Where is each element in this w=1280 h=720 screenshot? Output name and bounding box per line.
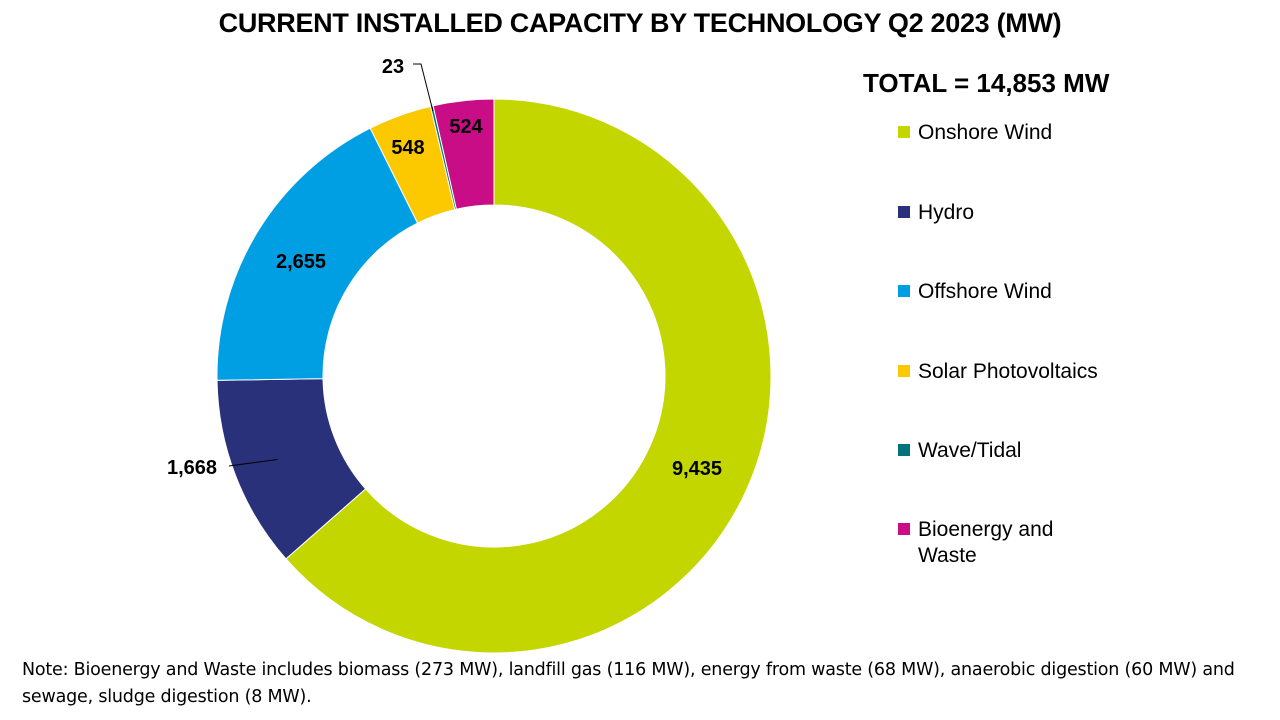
data-label-offshore-wind: 2,655 [276, 251, 326, 273]
slice-onshore-wind [285, 98, 772, 654]
legend-swatch-wave-tidal [898, 444, 910, 456]
legend-swatch-solar-photovoltaics [898, 365, 910, 377]
total-label: TOTAL = 14,853 MW [863, 68, 1110, 98]
chart-title: CURRENT INSTALLED CAPACITY BY TECHNOLOGY… [218, 8, 1062, 38]
footnote: Note: Bioenergy and Waste includes bioma… [22, 660, 1235, 707]
slice-bioenergy-and-waste [432, 98, 495, 210]
leader-line-wave-tidal [413, 63, 434, 112]
legend-swatch-hydro [898, 206, 910, 218]
data-label-bioenergy-and-waste: 524 [449, 116, 483, 138]
legend-label-offshore-wind: Offshore Wind [918, 280, 1052, 303]
legend-label-hydro: Hydro [918, 201, 975, 224]
data-label-onshore-wind: 9,435 [672, 458, 722, 480]
legend-swatch-onshore-wind [898, 126, 910, 138]
leader-line-hydro [228, 459, 278, 467]
slice-offshore-wind [216, 127, 419, 381]
data-label-wave-tidal: 23 [382, 56, 404, 78]
legend-label-solar-photovoltaics: Solar Photovoltaics [918, 360, 1098, 383]
donut-chart: 9,435 1,668 2,655 548 23 524 [167, 56, 772, 654]
data-label-hydro: 1,668 [167, 457, 217, 479]
legend-label-wave-tidal: Wave/Tidal [918, 439, 1022, 462]
legend-swatch-bioenergy-and-waste [898, 523, 910, 535]
legend-swatch-offshore-wind [898, 285, 910, 297]
data-label-solar-photovoltaics: 548 [391, 137, 424, 159]
legend-label-bioenergy-and-waste: Bioenergy and Waste [918, 518, 1054, 567]
legend-label-onshore-wind: Onshore Wind [918, 121, 1053, 144]
